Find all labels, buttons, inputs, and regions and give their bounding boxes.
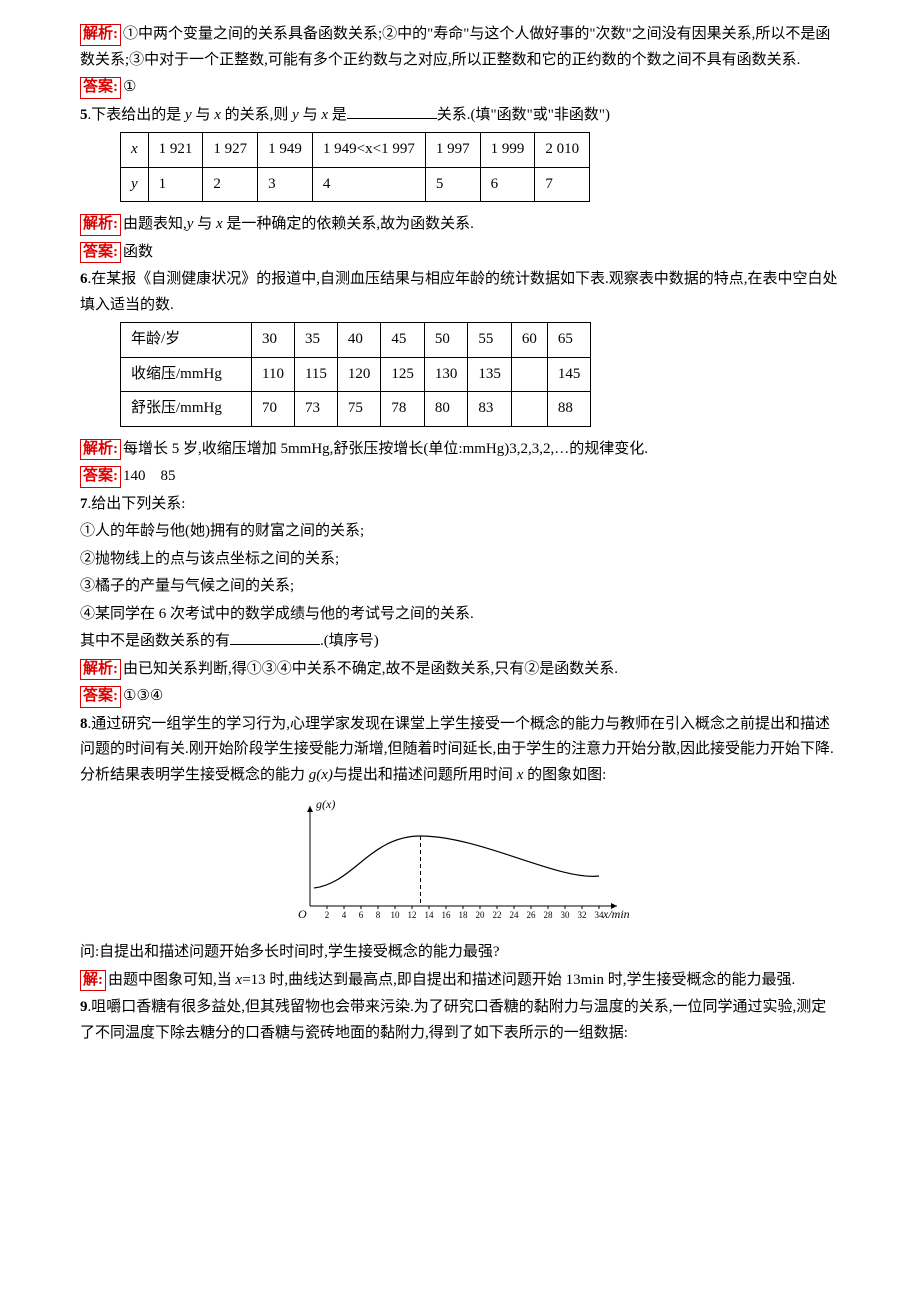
svg-text:24: 24 bbox=[510, 910, 520, 920]
svg-text:2: 2 bbox=[325, 910, 330, 920]
q8-solution: 解:由题中图象可知,当 x=13 时,曲线达到最高点,即自提出和描述问题开始 1… bbox=[80, 968, 840, 994]
q7-tail: 其中不是函数关系的有.(填序号) bbox=[80, 629, 840, 655]
svg-text:20: 20 bbox=[476, 910, 486, 920]
svg-text:16: 16 bbox=[442, 910, 452, 920]
svg-text:8: 8 bbox=[376, 910, 381, 920]
svg-text:12: 12 bbox=[408, 910, 417, 920]
svg-text:10: 10 bbox=[391, 910, 401, 920]
chart-svg: g(x)Ox/min246810121416182022242628303234 bbox=[280, 796, 640, 936]
q5-table: x 1 921 1 927 1 949 1 949<x<1 997 1 997 … bbox=[120, 132, 590, 202]
q9-stem: 9.咀嚼口香糖有很多益处,但其残留物也会带来污染.为了研究口香糖的黏附力与温度的… bbox=[80, 995, 840, 1046]
q9-number: 9 bbox=[80, 999, 88, 1015]
q6-answer: 答案:140 85 bbox=[80, 464, 840, 490]
svg-text:28: 28 bbox=[544, 910, 554, 920]
analysis-tag: 解析: bbox=[80, 214, 121, 236]
q6-table: 年龄/岁 30 35 40 45 50 55 60 65 收缩压/mmHg 11… bbox=[120, 322, 591, 427]
svg-text:22: 22 bbox=[493, 910, 502, 920]
table-row: y 1 2 3 4 5 6 7 bbox=[121, 167, 590, 202]
answer-tag: 答案: bbox=[80, 466, 121, 488]
q7-analysis: 解析:由已知关系判断,得①③④中关系不确定,故不是函数关系,只有②是函数关系. bbox=[80, 657, 840, 683]
svg-text:g(x): g(x) bbox=[316, 797, 335, 811]
answer-tag: 答案: bbox=[80, 77, 121, 99]
q4-answer-text: ① bbox=[123, 79, 136, 95]
q6-stem: 6.在某报《自测健康状况》的报道中,自测血压结果与相应年龄的统计数据如下表.观察… bbox=[80, 267, 840, 318]
table-row: x 1 921 1 927 1 949 1 949<x<1 997 1 997 … bbox=[121, 133, 590, 168]
q7-item: ①人的年龄与他(她)拥有的财富之间的关系; bbox=[80, 519, 840, 545]
q4-answer: 答案:① bbox=[80, 75, 840, 101]
q8-number: 8 bbox=[80, 716, 88, 732]
svg-text:32: 32 bbox=[578, 910, 587, 920]
q5-number: 5 bbox=[80, 107, 88, 123]
svg-text:O: O bbox=[298, 907, 307, 921]
q5-row-x-label: x bbox=[121, 133, 149, 168]
q4-analysis-text: ①中两个变量之间的关系具备函数关系;②中的"寿命"与这个人做好事的"次数"之间没… bbox=[80, 26, 830, 68]
table-row: 收缩压/mmHg 110 115 120 125 130 135 145 bbox=[121, 357, 591, 392]
svg-text:30: 30 bbox=[561, 910, 571, 920]
svg-text:26: 26 bbox=[527, 910, 537, 920]
q4-analysis: 解析:①中两个变量之间的关系具备函数关系;②中的"寿命"与这个人做好事的"次数"… bbox=[80, 22, 840, 73]
svg-text:x/min: x/min bbox=[602, 907, 630, 921]
q6-analysis: 解析:每增长 5 岁,收缩压增加 5mmHg,舒张压按增长(单位:mmHg)3,… bbox=[80, 437, 840, 463]
svg-text:18: 18 bbox=[459, 910, 469, 920]
q7-item: ②抛物线上的点与该点坐标之间的关系; bbox=[80, 547, 840, 573]
svg-text:34: 34 bbox=[595, 910, 605, 920]
q7-blank bbox=[230, 629, 320, 645]
svg-text:6: 6 bbox=[359, 910, 364, 920]
solution-tag: 解: bbox=[80, 970, 106, 992]
q8-chart: g(x)Ox/min246810121416182022242628303234 bbox=[280, 796, 640, 936]
q5-analysis: 解析:由题表知,y 与 x 是一种确定的依赖关系,故为函数关系. bbox=[80, 212, 840, 238]
q8-stem: 8.通过研究一组学生的学习行为,心理学家发现在课堂上学生接受一个概念的能力与教师… bbox=[80, 712, 840, 789]
analysis-tag: 解析: bbox=[80, 659, 121, 681]
q5-stem: 5.下表给出的是 y 与 x 的关系,则 y 与 x 是关系.(填"函数"或"非… bbox=[80, 103, 840, 129]
q7-answer: 答案:①③④ bbox=[80, 684, 840, 710]
q5-blank bbox=[347, 103, 437, 119]
analysis-tag: 解析: bbox=[80, 439, 121, 461]
q7-item: ③橘子的产量与气候之间的关系; bbox=[80, 574, 840, 600]
q5-row-y-label: y bbox=[121, 167, 149, 202]
answer-tag: 答案: bbox=[80, 686, 121, 708]
q7-number: 7 bbox=[80, 496, 88, 512]
q8-question: 问:自提出和描述问题开始多长时间时,学生接受概念的能力最强? bbox=[80, 940, 840, 966]
q7-stem: 7.给出下列关系: bbox=[80, 492, 840, 518]
analysis-tag: 解析: bbox=[80, 24, 121, 46]
svg-text:14: 14 bbox=[425, 910, 435, 920]
answer-tag: 答案: bbox=[80, 242, 121, 264]
table-row: 舒张压/mmHg 70 73 75 78 80 83 88 bbox=[121, 392, 591, 427]
svg-text:4: 4 bbox=[342, 910, 347, 920]
q7-item: ④某同学在 6 次考试中的数学成绩与他的考试号之间的关系. bbox=[80, 602, 840, 628]
q5-answer: 答案:函数 bbox=[80, 240, 840, 266]
table-row: 年龄/岁 30 35 40 45 50 55 60 65 bbox=[121, 323, 591, 358]
q6-number: 6 bbox=[80, 271, 88, 287]
